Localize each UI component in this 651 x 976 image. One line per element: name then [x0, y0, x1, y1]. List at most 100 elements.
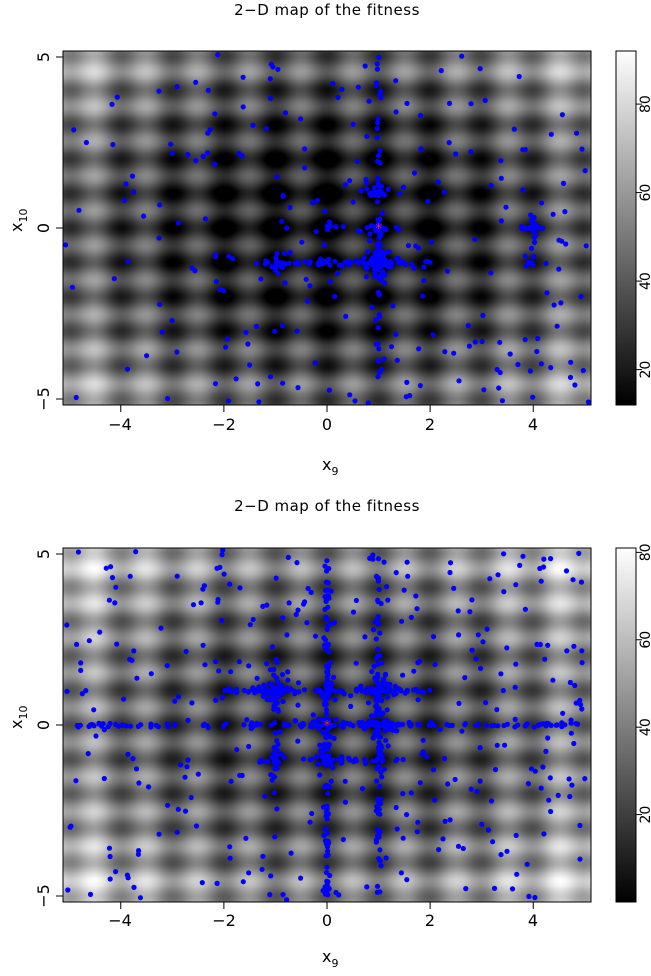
- population-point: [355, 260, 361, 266]
- population-point: [541, 831, 547, 837]
- population-point: [326, 687, 332, 693]
- population-point: [373, 712, 379, 718]
- population-point: [469, 647, 475, 653]
- population-point: [558, 300, 564, 306]
- population-point: [537, 641, 543, 648]
- population-point: [274, 758, 280, 765]
- population-point: [342, 182, 349, 188]
- population-point: [217, 287, 223, 293]
- population-point: [373, 317, 379, 323]
- population-point: [405, 573, 411, 579]
- population-point: [172, 722, 178, 728]
- population-point: [249, 720, 255, 726]
- population-point: [113, 584, 119, 590]
- population-point: [273, 575, 279, 581]
- population-point: [323, 734, 329, 741]
- population-point: [250, 616, 256, 623]
- population-point: [353, 660, 359, 666]
- x-tick-label: 0: [322, 911, 332, 930]
- population-point: [399, 618, 405, 624]
- population-point: [213, 279, 219, 285]
- population-point: [324, 809, 330, 815]
- population-point: [330, 765, 336, 771]
- population-point: [281, 260, 287, 266]
- y-axis: 5 0 −5 x10: [7, 52, 63, 411]
- population-point: [477, 66, 483, 72]
- population-point: [182, 774, 188, 780]
- population-point: [321, 642, 328, 648]
- population-point: [394, 826, 400, 832]
- population-point: [383, 737, 389, 744]
- population-point: [408, 261, 415, 267]
- population-point: [368, 713, 374, 719]
- population-point: [146, 784, 152, 790]
- population-point: [158, 625, 164, 631]
- colorbar-tick-label: 20: [638, 361, 651, 379]
- population-point: [219, 617, 225, 623]
- population-point: [272, 697, 278, 703]
- population-point: [324, 742, 330, 748]
- population-point: [385, 186, 391, 192]
- population-point: [258, 276, 264, 282]
- population-point: [263, 126, 269, 132]
- population-point: [315, 260, 321, 266]
- population-point: [441, 189, 448, 195]
- population-point: [322, 702, 328, 708]
- population-point: [64, 622, 70, 628]
- population-point: [219, 552, 225, 558]
- population-point: [377, 91, 383, 97]
- population-point: [551, 302, 557, 308]
- population-point: [375, 597, 381, 603]
- population-point: [285, 554, 291, 561]
- colorbar: 20 40 60 80: [615, 50, 651, 406]
- population-point: [273, 259, 279, 265]
- population-point: [381, 559, 387, 565]
- population-point: [500, 687, 506, 694]
- population-point: [417, 780, 423, 786]
- population-point: [370, 627, 376, 633]
- population-point: [106, 597, 112, 603]
- population-point: [324, 830, 330, 836]
- population-point: [375, 646, 381, 652]
- population-point: [430, 332, 436, 338]
- population-point: [377, 783, 383, 790]
- population-point: [272, 720, 278, 726]
- colorbar-tick-label: 80: [638, 95, 651, 113]
- population-point: [243, 835, 249, 841]
- population-point: [467, 609, 473, 615]
- population-point: [215, 596, 221, 603]
- population-point: [528, 766, 535, 772]
- population-point: [322, 606, 328, 613]
- chart-title: 2−D map of the fitness: [234, 1, 420, 19]
- population-point: [123, 181, 129, 187]
- population-point: [333, 224, 339, 230]
- population-point: [296, 689, 302, 695]
- population-point: [447, 817, 453, 823]
- population-point: [131, 884, 137, 891]
- population-point: [323, 762, 330, 768]
- population-point: [420, 293, 426, 299]
- population-point: [376, 54, 382, 61]
- population-point: [110, 142, 116, 148]
- population-point: [375, 661, 381, 667]
- population-point: [315, 716, 322, 723]
- population-point: [223, 344, 229, 350]
- population-point: [400, 672, 406, 678]
- population-point: [107, 876, 113, 882]
- population-point: [579, 706, 585, 712]
- population-point: [475, 721, 482, 728]
- population-point: [325, 587, 331, 593]
- population-point: [71, 127, 77, 133]
- population-point: [362, 760, 369, 767]
- population-point: [522, 253, 528, 259]
- population-point: [520, 187, 526, 193]
- population-point: [566, 776, 572, 782]
- x-tick-label: −4: [108, 415, 132, 434]
- population-point: [495, 572, 501, 578]
- population-point: [365, 700, 372, 706]
- population-point: [276, 686, 282, 692]
- population-point: [272, 753, 278, 760]
- population-point: [221, 571, 227, 577]
- population-point: [264, 759, 271, 765]
- population-point: [125, 875, 131, 881]
